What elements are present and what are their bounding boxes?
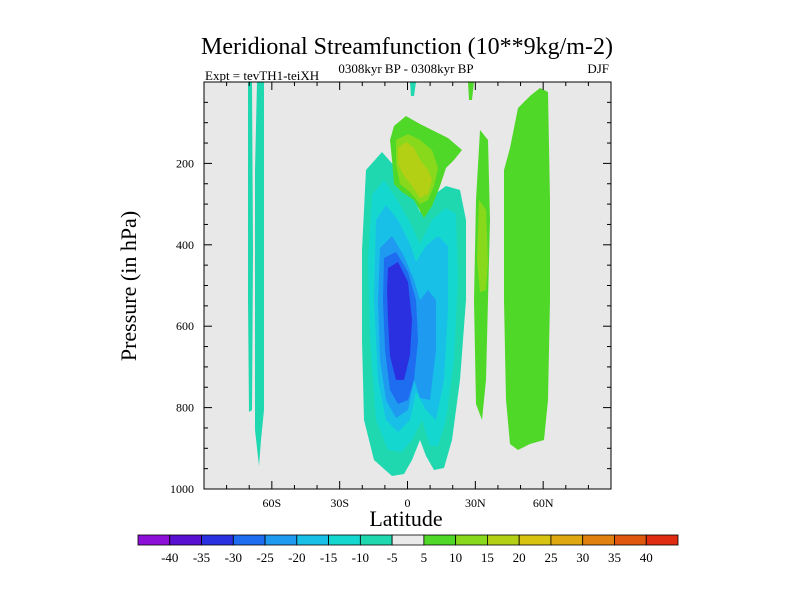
colorbar-swatch xyxy=(359,534,393,546)
y-tick-label: 800 xyxy=(176,401,194,415)
x-axis-title: Latitude xyxy=(369,506,442,531)
x-tick-label: 0 xyxy=(405,496,411,510)
colorbar-swatch xyxy=(296,534,329,546)
colorbar-label: 25 xyxy=(544,550,557,565)
contour-pos10-nh-subtrop xyxy=(477,200,488,292)
x-tick-label: 60S xyxy=(262,496,281,510)
y-axis-ticks: 200 400 600 800 1000 xyxy=(170,101,611,496)
colorbar-label: 20 xyxy=(513,550,526,565)
colorbar-swatch xyxy=(518,534,552,546)
y-tick-label: 200 xyxy=(176,156,194,170)
colorbar-label: -5 xyxy=(387,550,398,565)
subtitle-left: Expt = tevTH1-teiXH xyxy=(205,68,319,83)
y-axis-title: Pressure (in hPa) xyxy=(116,211,141,361)
colorbar-label: 30 xyxy=(576,550,589,565)
colorbar-label: 5 xyxy=(421,550,428,565)
colorbar-label: 10 xyxy=(449,550,462,565)
colorbar-swatch xyxy=(614,534,647,546)
colorbar-label: -25 xyxy=(256,550,273,565)
x-tick-label: 30N xyxy=(465,496,486,510)
colorbar-label: -30 xyxy=(225,550,242,565)
contour-neg30 xyxy=(387,262,412,380)
colorbar-swatch xyxy=(455,534,488,546)
colorbar-label: -35 xyxy=(193,550,210,565)
contour-sh-column-wide xyxy=(255,82,264,466)
y-tick-label: 600 xyxy=(176,319,194,333)
colorbar-swatch xyxy=(550,534,584,546)
x-tick-label: 30S xyxy=(330,496,349,510)
y-tick-label: 400 xyxy=(176,238,194,252)
subtitle-center: 0308kyr BP - 0308kyr BP xyxy=(338,61,473,76)
chart-title: Meridional Streamfunction (10**9kg/m-2) xyxy=(201,34,613,60)
colorbar-swatch xyxy=(232,534,266,546)
colorbar-label: 40 xyxy=(640,550,653,565)
colorbar-label: -20 xyxy=(288,550,305,565)
colorbar: -40 -35 -30 -25 -20 -15 -10 -5 5 10 15 20 25 30 35 40 xyxy=(137,534,679,565)
colorbar-swatch xyxy=(423,534,457,546)
subtitle-right: DJF xyxy=(587,61,609,76)
colorbar-swatch xyxy=(169,534,202,546)
colorbar-swatch xyxy=(328,534,361,546)
contour-fills xyxy=(248,82,550,476)
contour-top-sliver-2 xyxy=(468,82,474,100)
colorbar-swatch xyxy=(264,534,298,546)
colorbar-swatch xyxy=(487,534,520,546)
contour-sh-column-narrow xyxy=(248,82,253,412)
colorbar-swatch xyxy=(137,534,171,546)
colorbar-label: -40 xyxy=(161,550,178,565)
colorbar-swatch xyxy=(201,534,234,546)
colorbar-swatch xyxy=(391,534,425,546)
colorbar-label: -15 xyxy=(320,550,337,565)
contour-top-sliver-1 xyxy=(410,82,416,96)
colorbar-label: -10 xyxy=(352,550,369,565)
contour-pos5-nh-ferrel xyxy=(504,88,550,450)
x-tick-label: 60N xyxy=(533,496,554,510)
colorbar-label: 15 xyxy=(481,550,494,565)
y-tick-label: 1000 xyxy=(170,482,194,496)
colorbar-swatch xyxy=(582,534,615,546)
colorbar-swatch xyxy=(645,534,679,546)
plot-area: 200 400 600 800 1000 60S 30S 0 30N 60N xyxy=(170,81,612,510)
x-axis-ticks: 60S 30S 0 30N 60N xyxy=(226,82,589,510)
contour-pos15-upper xyxy=(398,142,432,198)
colorbar-label: 35 xyxy=(608,550,621,565)
